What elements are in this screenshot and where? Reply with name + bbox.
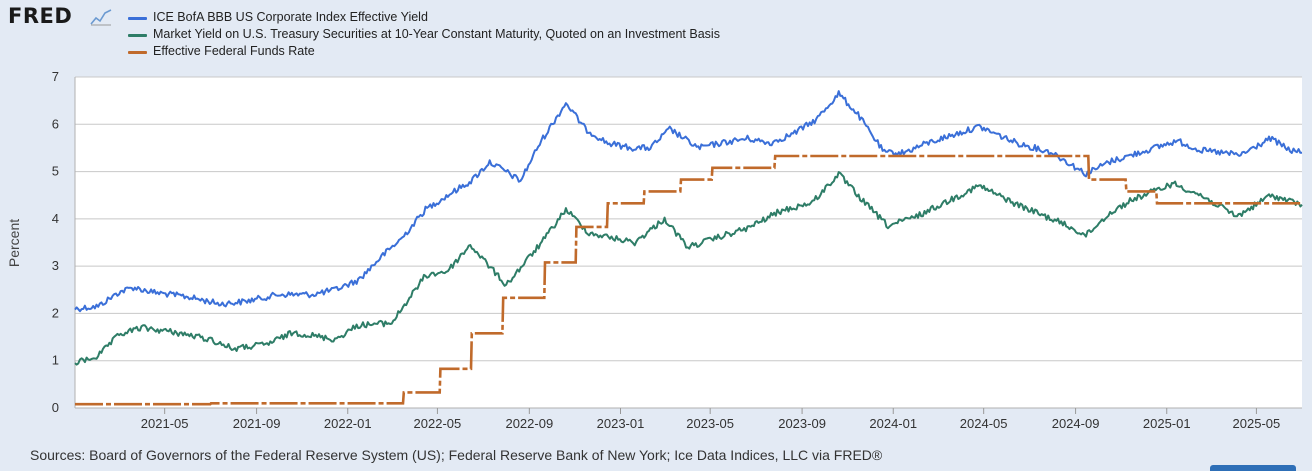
series-line-baa — [74, 90, 1303, 313]
x-tick-label: 2022-05 — [414, 416, 462, 431]
x-tick-label: 2025-01 — [1143, 416, 1191, 431]
series-line-fedfunds — [75, 154, 1302, 406]
legend-item-treasury[interactable]: Market Yield on U.S. Treasury Securities… — [128, 26, 720, 43]
legend-swatch-baa — [128, 17, 147, 20]
series-line-treasury — [74, 171, 1303, 366]
y-tick-label: 1 — [52, 353, 59, 368]
x-tick-label: 2025-05 — [1233, 416, 1281, 431]
y-tick-label: 2 — [52, 305, 59, 320]
x-tick-label: 2022-01 — [324, 416, 372, 431]
legend-label-fedfunds: Effective Federal Funds Rate — [153, 44, 315, 58]
y-tick-label: 6 — [52, 116, 59, 131]
y-tick-label: 3 — [52, 258, 59, 273]
x-tick-label: 2023-01 — [597, 416, 645, 431]
download-button[interactable] — [1210, 465, 1296, 471]
line-chart-icon — [90, 9, 112, 26]
plot-background — [75, 77, 1302, 408]
x-tick-label: 2021-09 — [233, 416, 281, 431]
legend-swatch-treasury — [128, 34, 147, 37]
x-tick-label: 2023-05 — [686, 416, 734, 431]
y-tick-label: 5 — [52, 164, 59, 179]
legend-label-treasury: Market Yield on U.S. Treasury Securities… — [153, 27, 720, 41]
legend-item-baa[interactable]: ICE BofA BBB US Corporate Index Effectiv… — [128, 9, 720, 26]
y-tick-label: 7 — [52, 69, 59, 84]
x-tick-label: 2024-05 — [960, 416, 1008, 431]
source-text: Sources: Board of Governors of the Feder… — [30, 447, 883, 463]
legend: ICE BofA BBB US Corporate Index Effectiv… — [128, 9, 720, 60]
y-tick-label: 0 — [52, 400, 59, 415]
x-tick-label: 2022-09 — [505, 416, 553, 431]
x-tick-label: 2023-09 — [778, 416, 826, 431]
fred-logo[interactable]: FRED — [8, 4, 73, 28]
legend-swatch-fedfunds — [128, 51, 147, 54]
x-tick-label: 2024-09 — [1052, 416, 1100, 431]
y-tick-label: 4 — [52, 211, 59, 226]
x-tick-label: 2021-05 — [141, 416, 189, 431]
x-tick-label: 2024-01 — [869, 416, 917, 431]
legend-label-baa: ICE BofA BBB US Corporate Index Effectiv… — [153, 10, 428, 24]
legend-item-fedfunds[interactable]: Effective Federal Funds Rate — [128, 43, 720, 60]
